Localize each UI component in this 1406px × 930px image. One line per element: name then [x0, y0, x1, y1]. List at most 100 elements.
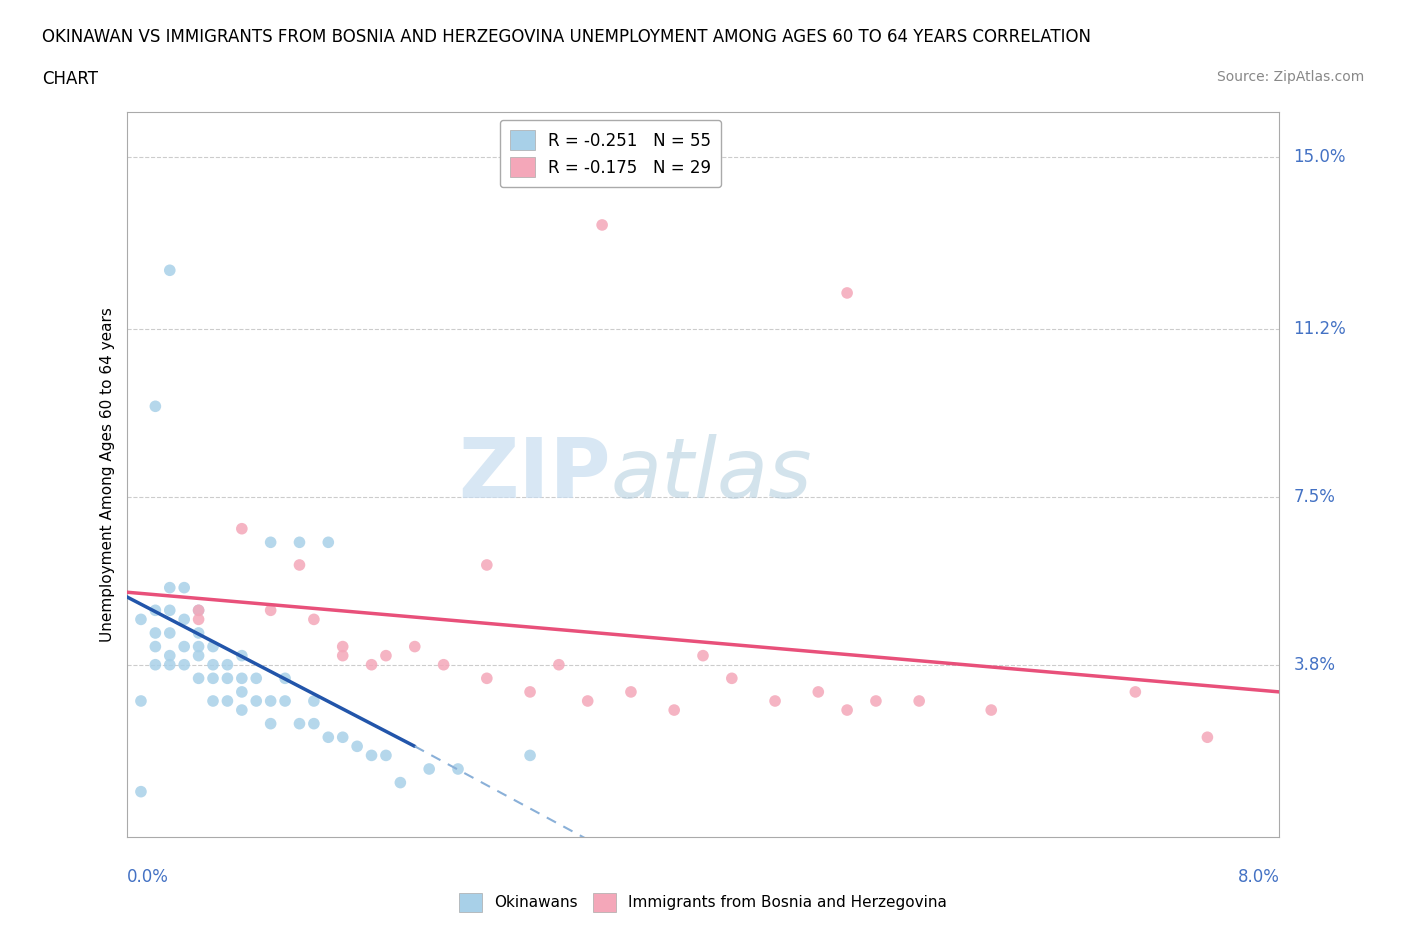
Point — [187, 648, 209, 663]
Y-axis label: Unemployment Among Ages 60 to 64 years: Unemployment Among Ages 60 to 64 years — [100, 307, 115, 642]
Legend: Okinawans, Immigrants from Bosnia and Herzegovina: Okinawans, Immigrants from Bosnia and He… — [453, 887, 953, 918]
Point — [145, 639, 166, 654]
Point — [418, 762, 440, 777]
Point — [259, 694, 281, 709]
Point — [389, 776, 412, 790]
Point — [259, 535, 281, 550]
Point — [763, 694, 786, 709]
Point — [217, 671, 239, 685]
Point — [202, 671, 225, 685]
Point — [346, 738, 368, 753]
Point — [145, 399, 166, 414]
Point — [332, 648, 354, 663]
Text: OKINAWAN VS IMMIGRANTS FROM BOSNIA AND HERZEGOVINA UNEMPLOYMENT AMONG AGES 60 TO: OKINAWAN VS IMMIGRANTS FROM BOSNIA AND H… — [42, 28, 1091, 46]
Point — [129, 694, 152, 709]
Point — [159, 580, 181, 595]
Point — [217, 658, 239, 672]
Point — [159, 603, 181, 618]
Text: 0.0%: 0.0% — [127, 868, 169, 885]
Point — [288, 535, 311, 550]
Text: 15.0%: 15.0% — [1294, 148, 1346, 166]
Text: CHART: CHART — [42, 70, 98, 87]
Point — [620, 684, 643, 699]
Point — [835, 286, 858, 300]
Point — [145, 626, 166, 641]
Point — [360, 658, 382, 672]
Point — [332, 639, 354, 654]
Point — [173, 612, 195, 627]
Point — [692, 648, 714, 663]
Point — [187, 639, 209, 654]
Point — [173, 580, 195, 595]
Point — [980, 703, 1002, 718]
Point — [129, 784, 152, 799]
Legend: R = -0.251   N = 55, R = -0.175   N = 29: R = -0.251 N = 55, R = -0.175 N = 29 — [501, 120, 721, 187]
Point — [908, 694, 931, 709]
Point — [374, 648, 396, 663]
Point — [187, 612, 209, 627]
Point — [259, 716, 281, 731]
Text: atlas: atlas — [610, 433, 813, 515]
Point — [433, 658, 456, 672]
Point — [231, 703, 253, 718]
Point — [302, 612, 325, 627]
Point — [274, 694, 297, 709]
Point — [302, 716, 325, 731]
Point — [316, 730, 339, 745]
Text: ZIP: ZIP — [458, 433, 610, 515]
Point — [159, 648, 181, 663]
Point — [202, 658, 225, 672]
Point — [245, 671, 267, 685]
Point — [231, 648, 253, 663]
Text: 3.8%: 3.8% — [1294, 656, 1336, 673]
Point — [475, 671, 498, 685]
Point — [129, 612, 152, 627]
Point — [288, 558, 311, 573]
Point — [1197, 730, 1219, 745]
Point — [274, 671, 297, 685]
Point — [519, 748, 541, 763]
Point — [591, 218, 613, 232]
Point — [865, 694, 887, 709]
Point — [202, 639, 225, 654]
Point — [1125, 684, 1147, 699]
Point — [720, 671, 742, 685]
Point — [173, 639, 195, 654]
Point — [159, 626, 181, 641]
Point — [159, 658, 181, 672]
Text: 7.5%: 7.5% — [1294, 488, 1336, 506]
Point — [360, 748, 382, 763]
Point — [231, 684, 253, 699]
Point — [173, 658, 195, 672]
Point — [159, 263, 181, 278]
Point — [835, 703, 858, 718]
Point — [259, 603, 281, 618]
Point — [202, 694, 225, 709]
Point — [316, 535, 339, 550]
Point — [475, 558, 498, 573]
Point — [187, 603, 209, 618]
Point — [187, 671, 209, 685]
Point — [231, 521, 253, 536]
Point — [231, 671, 253, 685]
Point — [374, 748, 396, 763]
Point — [145, 658, 166, 672]
Point — [187, 603, 209, 618]
Text: 11.2%: 11.2% — [1294, 320, 1346, 339]
Point — [519, 684, 541, 699]
Point — [187, 626, 209, 641]
Point — [302, 694, 325, 709]
Point — [576, 694, 599, 709]
Point — [145, 603, 166, 618]
Text: 8.0%: 8.0% — [1237, 868, 1279, 885]
Point — [217, 694, 239, 709]
Text: Source: ZipAtlas.com: Source: ZipAtlas.com — [1216, 70, 1364, 84]
Point — [807, 684, 830, 699]
Point — [332, 730, 354, 745]
Point — [547, 658, 569, 672]
Point — [664, 703, 686, 718]
Point — [245, 694, 267, 709]
Point — [404, 639, 426, 654]
Point — [288, 716, 311, 731]
Point — [447, 762, 470, 777]
